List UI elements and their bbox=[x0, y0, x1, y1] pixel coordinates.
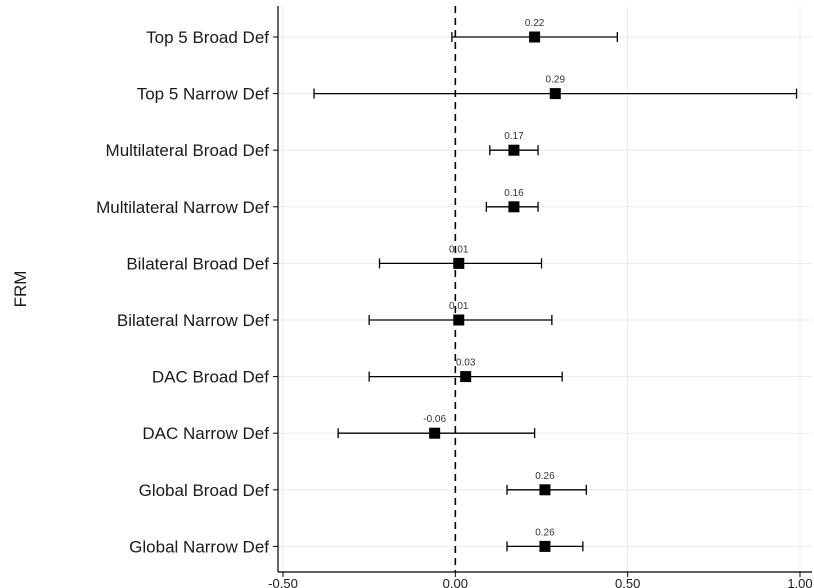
point-marker-8 bbox=[539, 484, 551, 496]
point-marker-1 bbox=[549, 88, 561, 100]
category-label: DAC Narrow Def bbox=[142, 424, 269, 443]
data-label: 0.22 bbox=[525, 18, 545, 29]
category-label: DAC Broad Def bbox=[152, 368, 269, 387]
point-marker-3 bbox=[508, 201, 520, 213]
category-label: Multilateral Broad Def bbox=[106, 141, 270, 160]
point-marker-7 bbox=[429, 427, 441, 439]
data-label: 0.26 bbox=[535, 527, 555, 538]
category-label: Bilateral Narrow Def bbox=[117, 311, 269, 330]
category-label: Multilateral Narrow Def bbox=[96, 198, 269, 217]
category-label: Global Broad Def bbox=[139, 481, 270, 500]
point-marker-2 bbox=[508, 144, 520, 156]
data-label: -0.06 bbox=[423, 414, 446, 425]
point-marker-9 bbox=[539, 540, 551, 552]
point-marker-5 bbox=[453, 314, 465, 326]
category-label: Bilateral Broad Def bbox=[126, 254, 269, 273]
data-label: 0.16 bbox=[504, 188, 524, 199]
category-label: Top 5 Narrow Def bbox=[137, 85, 270, 104]
data-label: 0.03 bbox=[456, 358, 476, 369]
point-marker-6 bbox=[460, 371, 472, 383]
data-label: 0.17 bbox=[504, 131, 524, 142]
data-label: 0.01 bbox=[449, 244, 469, 255]
x-tick-label: -0.50 bbox=[268, 576, 298, 588]
data-label: 0.29 bbox=[546, 75, 566, 86]
category-label: Top 5 Broad Def bbox=[146, 28, 269, 47]
x-tick-label: 1.00 bbox=[787, 576, 812, 588]
point-marker-0 bbox=[529, 31, 541, 43]
point-marker-4 bbox=[453, 257, 465, 269]
data-label: 0.01 bbox=[449, 301, 469, 312]
category-label: Global Narrow Def bbox=[129, 537, 269, 556]
x-tick-label: 0.50 bbox=[615, 576, 640, 588]
x-tick-label: 0.00 bbox=[443, 576, 468, 588]
data-label: 0.26 bbox=[535, 471, 555, 482]
y-axis-title: FRM bbox=[11, 271, 30, 308]
